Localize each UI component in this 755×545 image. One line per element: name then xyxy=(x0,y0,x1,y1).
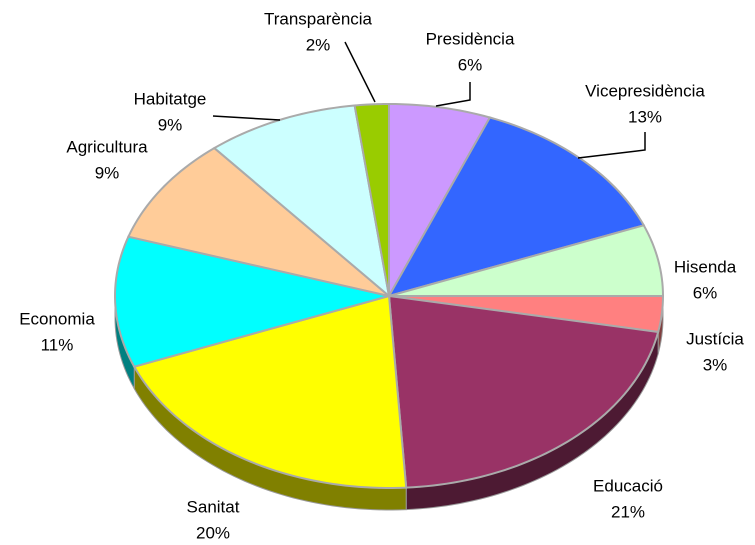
leader-line xyxy=(212,115,281,121)
slice-label: Educació xyxy=(593,476,663,495)
slice-value-label: 11% xyxy=(41,335,74,354)
slice xyxy=(388,224,665,297)
slice xyxy=(388,102,492,300)
slice-label: Justícia xyxy=(686,329,744,348)
leader-line xyxy=(435,82,471,107)
leader-line xyxy=(344,41,376,103)
slice-value-label: 13% xyxy=(628,107,662,126)
slice-value-label: 9% xyxy=(95,163,120,182)
slice xyxy=(212,104,391,299)
slice-label: Economia xyxy=(19,309,95,328)
slice-value-label: 2% xyxy=(306,35,331,54)
slice-label: Vicepresidència xyxy=(585,81,705,100)
slice xyxy=(386,116,646,298)
slice-value-label: 6% xyxy=(458,55,483,74)
slice-value-label: 3% xyxy=(703,355,728,374)
slice xyxy=(387,294,660,489)
leader-line xyxy=(577,132,646,159)
slice xyxy=(114,235,390,368)
slice-value-label: 21% xyxy=(611,502,645,521)
slice xyxy=(126,146,390,297)
slice-label: Hisenda xyxy=(674,257,737,276)
slice-value-label: 9% xyxy=(158,115,183,134)
slice-label: Sanitat xyxy=(187,497,240,516)
slice-value-label: 20% xyxy=(196,523,230,542)
slice-value-label: 6% xyxy=(693,283,718,302)
slice-label: Presidència xyxy=(426,29,515,48)
slice-label: Habitatge xyxy=(134,89,207,108)
slice-label: Transparència xyxy=(264,9,373,28)
slice-label: Agricultura xyxy=(66,137,148,156)
slice xyxy=(353,102,390,297)
slice xyxy=(132,294,408,489)
